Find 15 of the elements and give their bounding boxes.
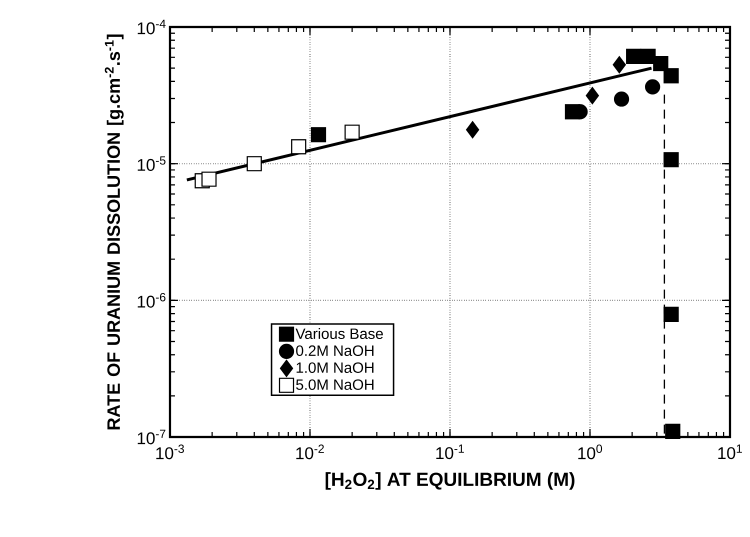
y-tick-label: 10$^{-6}$ (138, 292, 166, 308)
x-tick-label: 10$^{-3}$ (156, 444, 184, 460)
x-tick-label: 10$^{1}$ (718, 444, 742, 460)
legend-label: 5.0M NaOH (296, 379, 374, 390)
x-tick-label: 10$^{-1}$ (436, 444, 464, 460)
x-tick-label: 10$^{-2}$ (296, 444, 324, 460)
y-tick-label: 10$^{-4}$ (138, 20, 166, 34)
legend-label: 0.2M NaOH (296, 345, 374, 356)
y-axis-title: RATE OF URANIUM DISSOLUTION [g.cm$^{-2}$.s$^{-1}$] (104, 34, 124, 430)
legend-label: 1.0M NaOH (296, 362, 374, 373)
x-tick-label: 10$^{0}$ (578, 444, 602, 460)
x-axis-title: [H$_{2}$O$_{2}$] AT EQUILIBRIUM (M) (326, 472, 574, 490)
y-tick-label: 10$^{-7}$ (138, 430, 166, 444)
legend-label: Various Base (296, 328, 383, 340)
y-tick-label: 10$^{-5}$ (138, 156, 166, 171)
